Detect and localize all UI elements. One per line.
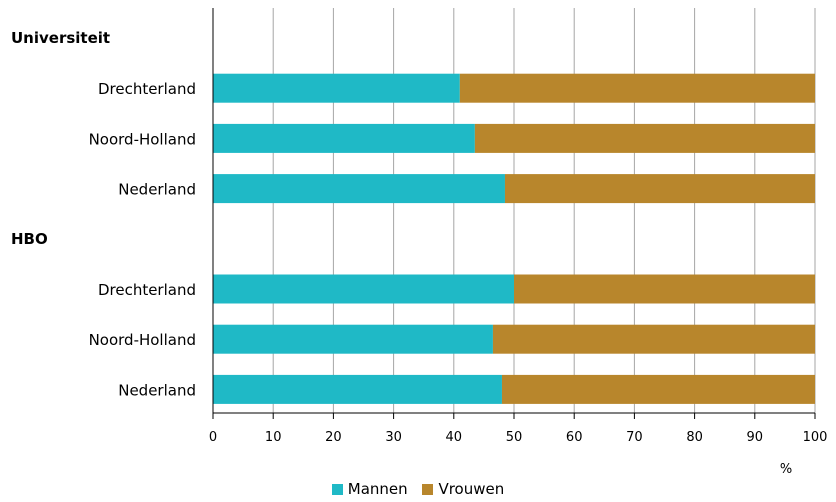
category-label-universiteit-noord-holland: Noord-Holland	[89, 130, 196, 148]
bar-universiteit-drechterland-vrouwen	[459, 73, 815, 103]
legend-swatch-vrouwen	[422, 483, 434, 495]
category-label-universiteit-drechterland: Drechterland	[98, 80, 196, 98]
x-tick-label-100: 100	[803, 430, 828, 445]
legend-item-mannen: Mannen	[331, 480, 408, 498]
bar-universiteit-nederland-vrouwen	[504, 174, 815, 204]
bar-hbo-nederland-vrouwen	[501, 374, 815, 404]
bar-hbo-drechterland-mannen	[213, 274, 514, 304]
category-label-universiteit-nederland: Nederland	[118, 181, 196, 199]
category-label-hbo-drechterland: Drechterland	[98, 281, 196, 299]
bar-universiteit-drechterland-mannen	[213, 73, 460, 103]
x-tick-label-90: 90	[747, 430, 764, 445]
legend-item-vrouwen: Vrouwen	[422, 480, 504, 498]
bar-universiteit-noord-holland-mannen	[213, 123, 475, 153]
group-label-hbo: HBO	[11, 230, 48, 248]
group-label-universiteit: Universiteit	[11, 29, 110, 47]
x-tick-label-50: 50	[506, 430, 523, 445]
bar-hbo-noord-holland-mannen	[213, 324, 493, 354]
legend-label-mannen: Mannen	[347, 480, 408, 498]
x-tick-label-40: 40	[446, 430, 463, 445]
x-tick-label-10: 10	[265, 430, 282, 445]
x-tick-label-20: 20	[325, 430, 342, 445]
bar-universiteit-noord-holland-vrouwen	[474, 123, 815, 153]
legend-label-vrouwen: Vrouwen	[438, 480, 505, 498]
bar-universiteit-nederland-mannen	[213, 174, 505, 204]
category-label-hbo-noord-holland: Noord-Holland	[89, 331, 196, 349]
chart-legend: Mannen Vrouwen	[0, 480, 836, 499]
x-axis-unit: %	[780, 462, 792, 477]
x-tick-label-80: 80	[686, 430, 703, 445]
x-tick-label-30: 30	[385, 430, 402, 445]
bar-hbo-noord-holland-vrouwen	[492, 324, 815, 354]
bar-hbo-drechterland-vrouwen	[514, 274, 815, 304]
legend-swatch-mannen	[331, 483, 343, 495]
category-label-hbo-nederland: Nederland	[118, 381, 196, 399]
bar-hbo-nederland-mannen	[213, 374, 502, 404]
x-tick-label-70: 70	[626, 430, 643, 445]
x-tick-label-60: 60	[566, 430, 583, 445]
x-tick-label-0: 0	[209, 430, 217, 445]
